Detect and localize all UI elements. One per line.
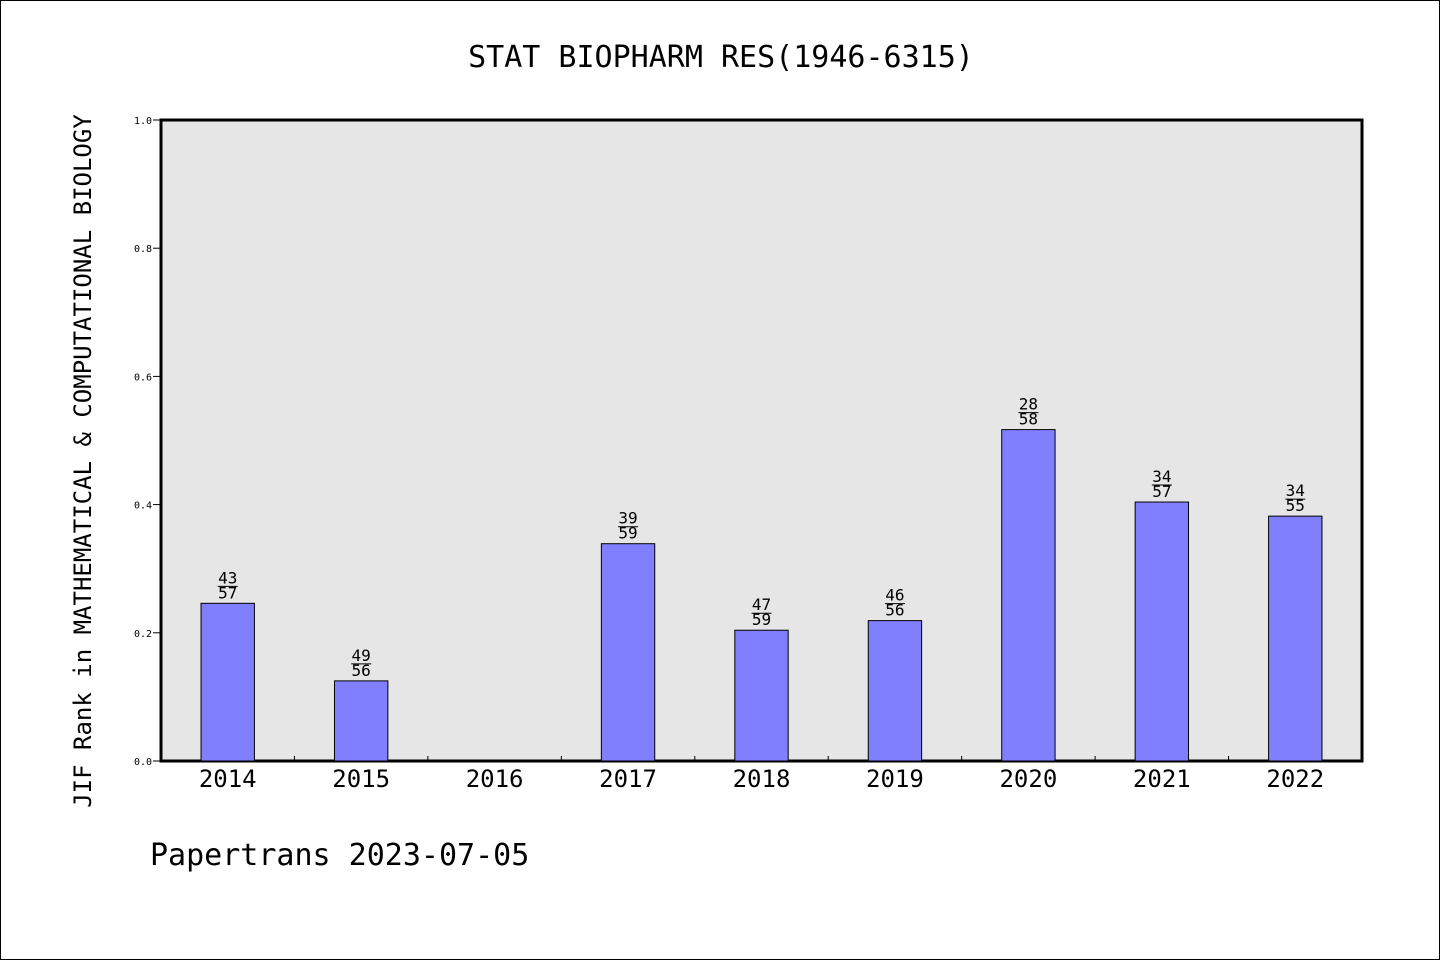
rank-total-label: 59 — [618, 524, 637, 543]
rank-label: 34 — [1286, 481, 1305, 500]
bar-2018 — [734, 629, 789, 762]
rank-total-label: 57 — [218, 583, 237, 602]
y-tick-label: 0.6 — [134, 372, 152, 383]
x-axis: 2014 2015 2016 2017 2018 2019 2020 2021 2022 — [199, 756, 1324, 793]
bar-2022 — [1268, 515, 1323, 762]
chart-title: STAT BIOPHARM RES(1946-6315) — [468, 40, 974, 75]
y-axis: 0.0 0.2 0.4 0.6 0.8 1.0 — [134, 116, 161, 768]
bar-2021 — [1134, 501, 1190, 762]
y-tick-label: 0.2 — [134, 629, 152, 640]
x-tick-label: 2021 — [1133, 765, 1191, 793]
rank-total-label: 58 — [1019, 410, 1038, 429]
rank-total-label: 56 — [885, 601, 904, 620]
y-tick-label: 1.0 — [134, 116, 152, 127]
x-tick-label: 2019 — [866, 765, 924, 793]
bar-2015 — [333, 680, 389, 762]
bar-2017 — [600, 543, 656, 762]
y-tick-label: 0.0 — [134, 757, 152, 768]
footer-credit: Papertrans 2023-07-05 — [150, 838, 529, 873]
x-tick-label: 2016 — [466, 765, 524, 793]
x-tick-label: 2014 — [199, 765, 257, 793]
rank-label: 47 — [752, 595, 771, 614]
rank-label: 28 — [1019, 395, 1038, 414]
bar-2014 — [200, 602, 255, 762]
x-tick-label: 2015 — [332, 765, 390, 793]
bars — [200, 429, 1323, 762]
rank-label: 49 — [352, 646, 371, 665]
rank-label: 46 — [885, 586, 904, 605]
y-tick-label: 0.8 — [134, 244, 152, 255]
rank-total-label: 56 — [352, 661, 371, 680]
x-tick-label: 2018 — [733, 765, 791, 793]
rank-label: 43 — [218, 568, 237, 587]
rank-total-label: 55 — [1286, 496, 1305, 515]
bar-2020 — [1001, 429, 1056, 762]
rank-label: 39 — [618, 509, 637, 528]
rank-total-label: 59 — [752, 610, 771, 629]
x-tick-label: 2017 — [599, 765, 657, 793]
bar-2019 — [867, 620, 923, 762]
y-tick-label: 0.4 — [134, 501, 152, 512]
y-axis-label: JIF Rank in MATHEMATICAL & COMPUTATIONAL… — [69, 114, 97, 808]
x-tick-label: 2020 — [999, 765, 1057, 793]
rank-total-label: 57 — [1152, 482, 1171, 501]
x-tick-label: 2022 — [1266, 765, 1324, 793]
rank-label: 34 — [1152, 467, 1171, 486]
